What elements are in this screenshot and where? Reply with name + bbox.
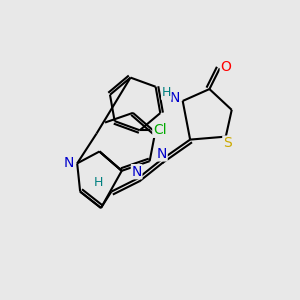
Text: H: H bbox=[93, 176, 103, 189]
Text: N: N bbox=[169, 91, 180, 105]
Text: S: S bbox=[223, 136, 232, 150]
Text: O: O bbox=[220, 60, 231, 74]
Text: N: N bbox=[131, 165, 142, 179]
Text: H: H bbox=[162, 86, 171, 99]
Text: N: N bbox=[157, 147, 167, 161]
Text: N: N bbox=[64, 156, 74, 170]
Text: Cl: Cl bbox=[153, 123, 166, 137]
